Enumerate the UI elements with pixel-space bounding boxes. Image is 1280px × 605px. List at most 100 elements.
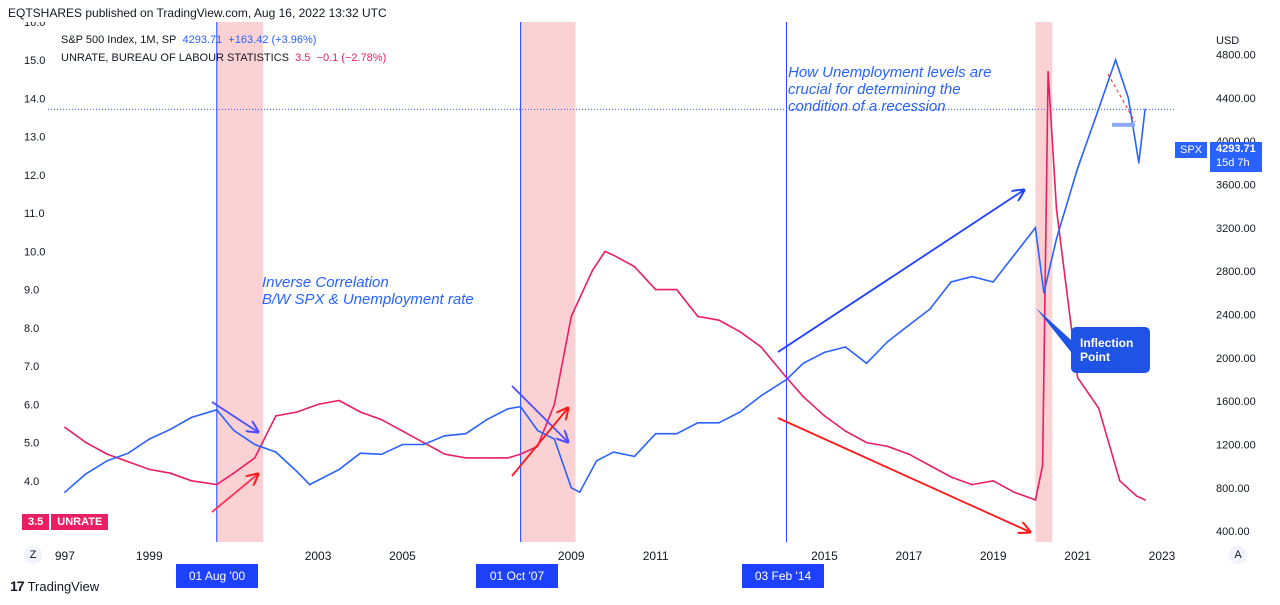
unrate-point bbox=[85, 441, 87, 444]
unrate-point bbox=[697, 315, 699, 318]
unrate-point bbox=[106, 453, 108, 455]
tradingview-brand: TradingView bbox=[27, 578, 100, 594]
left-axis-tick: 13.0 bbox=[24, 132, 45, 144]
right-axis-tick: 400.00 bbox=[1216, 526, 1250, 538]
spx-point bbox=[519, 405, 522, 408]
spx-point bbox=[992, 281, 995, 283]
spx-point bbox=[536, 429, 539, 432]
unrate-point bbox=[232, 472, 235, 474]
chart-canvas[interactable]: USD 400.00 800.00 1200.00 1600.00 2000.00 2400… bbox=[0, 22, 1272, 570]
unrate-point bbox=[1097, 407, 1100, 409]
unrate-point bbox=[127, 460, 129, 463]
arrow-unrate-fall bbox=[777, 417, 1030, 532]
spx-point bbox=[1034, 227, 1037, 229]
unrate-point bbox=[190, 480, 193, 482]
inflection-line1: Inflection bbox=[1080, 336, 1134, 350]
unrate-point bbox=[64, 426, 66, 429]
spx-point bbox=[253, 443, 256, 446]
series-lines bbox=[64, 57, 1146, 501]
unrate-point bbox=[802, 395, 805, 398]
x-axis-tick: 2005 bbox=[389, 549, 416, 563]
spx-point bbox=[739, 411, 741, 413]
spx-point bbox=[971, 275, 973, 278]
left-axis-tick: 11.0 bbox=[24, 208, 45, 220]
spx-point bbox=[338, 468, 340, 471]
chart-frame: USD 400.00 800.00 1200.00 1600.00 2000.00 2400… bbox=[0, 22, 1272, 588]
left-axis-tick: 15.0 bbox=[24, 55, 45, 67]
spx-point bbox=[464, 432, 467, 435]
spx-point bbox=[1013, 254, 1016, 256]
inverse-correlation-note: Inverse Correlation B/W SPX & Unemployme… bbox=[262, 274, 474, 308]
spx-point bbox=[85, 472, 87, 475]
left-axis-tick: 4.0 bbox=[24, 476, 39, 488]
spx-point bbox=[422, 443, 425, 446]
spx-point bbox=[654, 432, 657, 435]
spx-point bbox=[1097, 107, 1100, 110]
unrate-point bbox=[1055, 208, 1058, 211]
tradingview-mark-icon: 17 bbox=[10, 578, 25, 594]
annotation-arrows bbox=[211, 73, 1136, 532]
unrate-point bbox=[612, 254, 615, 257]
spx-point bbox=[1127, 97, 1130, 99]
zoom-button[interactable]: Z bbox=[24, 546, 42, 564]
spx-point bbox=[1055, 237, 1058, 240]
right-axis-tick: 3600.00 bbox=[1216, 180, 1256, 192]
right-axis-tick: 1200.00 bbox=[1216, 440, 1256, 452]
unrate-point bbox=[971, 483, 973, 486]
right-axis-tick: 800.00 bbox=[1216, 483, 1250, 495]
auto-scale-button[interactable]: A bbox=[1229, 546, 1247, 564]
inverse-note-line2: B/W SPX & Unemployment rate bbox=[262, 291, 474, 308]
unrate-point bbox=[507, 457, 509, 459]
spx-point bbox=[190, 416, 193, 419]
left-axis-tick: 8.0 bbox=[24, 323, 39, 335]
unrate-tag-symbol: UNRATE bbox=[51, 514, 109, 530]
unrate-tag-value: 3.5 bbox=[22, 514, 50, 530]
price-tag-countdown: 15d 7h bbox=[1216, 157, 1250, 169]
date-marker-2007: 01 Oct '07 bbox=[476, 564, 558, 588]
spx-point bbox=[823, 351, 826, 354]
x-axis-tick: 2023 bbox=[1149, 549, 1176, 563]
unrate-point bbox=[275, 415, 277, 417]
unrate-point bbox=[908, 453, 910, 455]
legend-spx-change: +163.42 (+3.96%) bbox=[228, 34, 317, 46]
spx-point bbox=[1114, 59, 1117, 61]
x-axis-tick: 2021 bbox=[1064, 549, 1091, 563]
spx-point bbox=[296, 470, 298, 473]
recession-note: How Unemployment levels are crucial for … bbox=[788, 64, 991, 115]
unrate-point bbox=[317, 403, 319, 406]
spx-point bbox=[1076, 167, 1079, 170]
unrate-point bbox=[148, 468, 151, 471]
unrate-point bbox=[591, 269, 594, 272]
unrate-point bbox=[1076, 376, 1079, 379]
unrate-point bbox=[604, 250, 606, 253]
unrate-point bbox=[675, 288, 678, 291]
left-axis-tick: 12.0 bbox=[24, 170, 45, 182]
legend-unrate-name: UNRATE, BUREAU OF LABOUR STATISTICS bbox=[61, 52, 289, 64]
tradingview-logo[interactable]: 17 TradingView bbox=[10, 578, 99, 594]
right-axis-unit: USD bbox=[1216, 35, 1239, 47]
spx-point bbox=[380, 453, 383, 456]
right-axis-tick: 1600.00 bbox=[1216, 396, 1256, 408]
spx-point bbox=[1138, 162, 1140, 164]
right-axis-tick: 2800.00 bbox=[1216, 266, 1256, 278]
unrate-point bbox=[359, 411, 362, 413]
unrate-point bbox=[338, 399, 340, 402]
arrow-spx-rise bbox=[777, 190, 1024, 353]
spx-point bbox=[785, 378, 788, 381]
spx-point bbox=[675, 432, 678, 435]
price-tag-symbol: SPX bbox=[1175, 142, 1208, 158]
left-axis-tick: 9.0 bbox=[24, 285, 39, 297]
spx-point bbox=[633, 455, 636, 458]
spx-point bbox=[127, 452, 129, 454]
legend-unrate-change: −0.1 (−2.78%) bbox=[316, 52, 387, 64]
spx-point bbox=[106, 459, 108, 462]
unrate-point bbox=[464, 457, 467, 459]
recession-band-0 bbox=[216, 22, 264, 542]
right-axis-tick: 2400.00 bbox=[1216, 310, 1256, 322]
arrow-2000-down bbox=[211, 401, 258, 432]
unrate-point bbox=[929, 464, 931, 467]
unrate-point bbox=[739, 330, 741, 333]
spx-point bbox=[553, 438, 556, 440]
spx-point bbox=[64, 491, 66, 493]
unrate-point bbox=[1119, 480, 1121, 482]
